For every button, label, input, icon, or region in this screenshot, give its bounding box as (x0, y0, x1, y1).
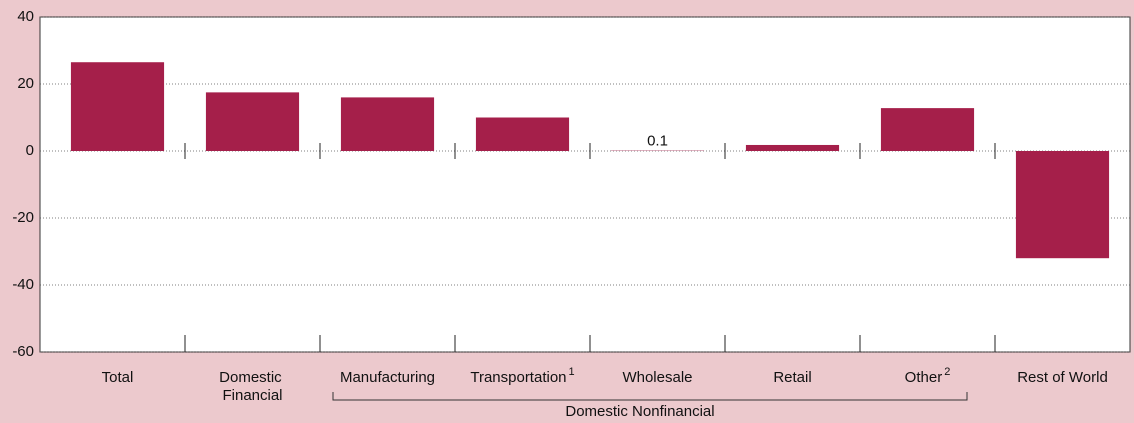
x-tick-label: Wholesale (622, 369, 692, 386)
bar (745, 144, 840, 151)
y-tick-label: -20 (12, 209, 34, 226)
x-tick-label: Retail (773, 369, 811, 386)
x-tick-label: Other 2 (905, 366, 951, 386)
y-tick-label: 0 (26, 142, 34, 159)
bar (340, 97, 435, 151)
bar (205, 92, 300, 151)
x-tick-label: Total (102, 369, 134, 386)
plot-area (39, 16, 1131, 353)
y-tick-label: -60 (12, 343, 34, 360)
y-tick-label: -40 (12, 276, 34, 293)
group-bracket (332, 392, 968, 401)
bar (1015, 151, 1110, 259)
footnote-mark: 2 (944, 366, 950, 378)
footnote-mark: 1 (569, 366, 575, 378)
y-tick-label: 20 (17, 75, 34, 92)
x-tick-label: Manufacturing (340, 369, 435, 386)
x-tick-label: Transportation 1 (470, 366, 574, 386)
bar (475, 117, 570, 151)
bar (880, 108, 975, 151)
value-label: 0.1 (647, 133, 668, 150)
group-label: Domestic Nonfinancial (565, 403, 714, 420)
x-tick-label: Domestic Financial (219, 369, 286, 404)
y-tick-label: 40 (17, 8, 34, 25)
bar (70, 62, 165, 151)
x-tick-label: Rest of World (1017, 369, 1108, 386)
